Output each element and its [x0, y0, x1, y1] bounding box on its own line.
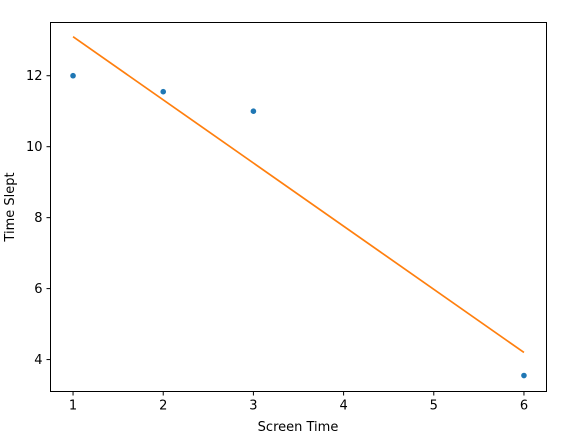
- data-point: [521, 372, 527, 379]
- y-tick-label: 12: [26, 69, 43, 84]
- x-tick-label: 1: [69, 399, 77, 414]
- data-point: [250, 108, 257, 115]
- x-tick-label: 4: [339, 399, 347, 414]
- data-point: [70, 72, 76, 79]
- x-axis-label: Screen Time: [258, 420, 339, 435]
- y-tick-label: 6: [34, 282, 42, 297]
- y-tick-label: 4: [34, 353, 42, 368]
- axes-frame: [50, 22, 547, 392]
- y-tick-label: 8: [34, 211, 42, 226]
- x-tick-label: 5: [430, 399, 438, 414]
- plot-area: [70, 35, 527, 379]
- x-tick-label: 3: [249, 399, 257, 414]
- x-tick-label: 2: [159, 399, 167, 414]
- data-point: [160, 88, 167, 95]
- fit-line: [72, 35, 525, 354]
- x-tick-label: 6: [520, 399, 528, 414]
- y-tick-label: 10: [26, 140, 43, 155]
- y-axis-label: Time Slept: [3, 172, 18, 242]
